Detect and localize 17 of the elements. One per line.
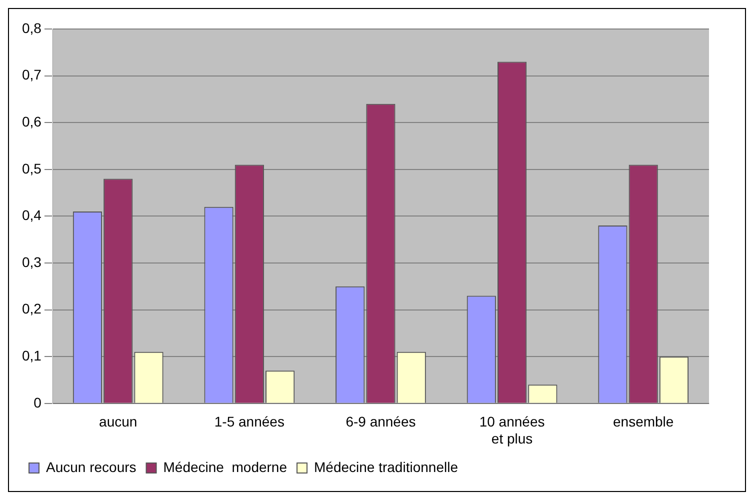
y-tick-label: 0,2 [22, 300, 42, 317]
x-tick-label: aucun [99, 414, 138, 430]
legend-label: Aucun recours [46, 458, 136, 475]
y-tick-label: 0,8 [22, 20, 42, 36]
x-tick-label: 6-9 années [346, 414, 416, 430]
y-tick-label: 0,4 [22, 207, 42, 224]
y-tick-label: 0,1 [22, 347, 42, 364]
x-tick-label: ensemble [612, 414, 674, 430]
legend-label: Médecine traditionnelle [314, 458, 458, 475]
y-tick-label: 0,6 [22, 113, 42, 130]
y-tick-label: 0,5 [22, 160, 42, 176]
y-tick-label: 0 [34, 394, 42, 410]
y-tick-label: 0,3 [22, 254, 42, 270]
legend-label: Médecine moderne [163, 458, 288, 475]
x-tick-label: 1-5 années [214, 414, 284, 430]
y-tick-label: 0,7 [22, 66, 42, 83]
x-tick-label: 10 années et plus [479, 414, 545, 446]
